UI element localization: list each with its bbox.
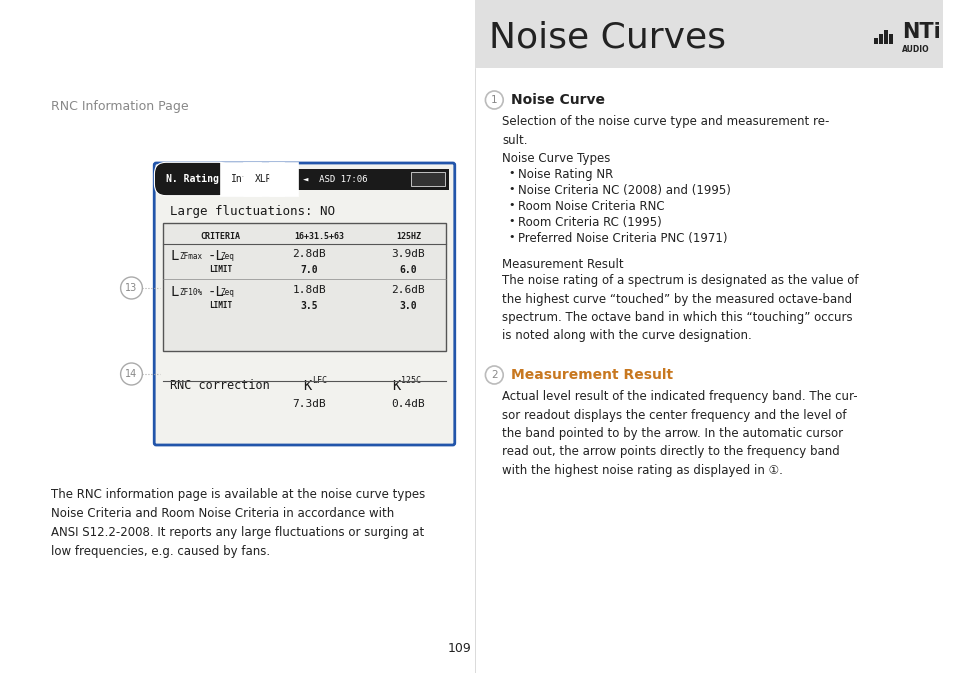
Text: 2: 2 (491, 370, 497, 380)
Text: 2.8dB: 2.8dB (293, 249, 326, 259)
Text: 109: 109 (447, 642, 471, 655)
Text: K: K (303, 379, 312, 393)
Text: 14: 14 (125, 369, 137, 379)
Text: •: • (508, 216, 514, 226)
Text: •: • (508, 200, 514, 210)
Text: K: K (392, 379, 400, 393)
Text: Selection of the noise curve type and measurement re-
sult.: Selection of the noise curve type and me… (501, 115, 829, 147)
Text: The noise rating of a spectrum is designated as the value of
the highest curve “: The noise rating of a spectrum is design… (501, 274, 858, 343)
Text: Measurement Result: Measurement Result (501, 258, 623, 271)
Text: 1.8dB: 1.8dB (293, 285, 326, 295)
Text: NTi: NTi (901, 22, 940, 42)
Text: Room Noise Criteria RNC: Room Noise Criteria RNC (517, 200, 664, 213)
Text: 0.4dB: 0.4dB (391, 399, 425, 409)
Text: Large fluctuations: NO: Large fluctuations: NO (170, 205, 335, 218)
Text: LIMIT: LIMIT (209, 265, 232, 274)
Text: N. Rating: N. Rating (166, 174, 219, 184)
Text: 3.9dB: 3.9dB (391, 249, 425, 259)
Text: •: • (508, 184, 514, 194)
Text: 6.0: 6.0 (399, 265, 416, 275)
Text: RNC Information Page: RNC Information Page (51, 100, 189, 113)
FancyBboxPatch shape (154, 163, 455, 445)
Text: XLR: XLR (254, 174, 273, 184)
Text: 2.6dB: 2.6dB (391, 285, 425, 295)
Text: Preferred Noise Criteria PNC (1971): Preferred Noise Criteria PNC (1971) (517, 232, 727, 245)
Text: Zeq: Zeq (220, 288, 234, 297)
Text: L: L (170, 285, 178, 299)
Text: ZFmax: ZFmax (179, 252, 202, 261)
Text: 7.3dB: 7.3dB (293, 399, 326, 409)
Bar (474, 0, 943, 68)
Text: Noise Criteria NC (2008) and (1995): Noise Criteria NC (2008) and (1995) (517, 184, 730, 197)
Text: Zeq: Zeq (220, 252, 234, 261)
Circle shape (120, 277, 142, 299)
Text: ZF10%: ZF10% (179, 288, 202, 297)
Text: □: □ (280, 174, 286, 184)
Text: 7.0: 7.0 (300, 265, 318, 275)
Text: AUDIO: AUDIO (901, 46, 928, 55)
Text: 125C: 125C (401, 376, 421, 385)
Text: ◄  ASD 17:06: ◄ ASD 17:06 (302, 174, 367, 184)
Bar (411, 172, 444, 186)
Text: Noise Rating NR: Noise Rating NR (517, 168, 613, 181)
Bar (160, 169, 448, 190)
Text: L: L (170, 249, 178, 263)
Bar (163, 223, 445, 351)
Circle shape (485, 366, 502, 384)
Text: 3.5: 3.5 (300, 301, 318, 311)
Circle shape (485, 91, 502, 109)
Text: Noise Curve: Noise Curve (511, 93, 604, 107)
Bar (882, 30, 887, 44)
Text: 1: 1 (491, 95, 497, 105)
Text: •: • (508, 168, 514, 178)
Text: Noise Curves: Noise Curves (489, 21, 725, 55)
Text: Room Criteria RC (1995): Room Criteria RC (1995) (517, 216, 661, 229)
Circle shape (120, 363, 142, 385)
Bar (873, 38, 877, 44)
Bar (878, 34, 882, 44)
Text: Measurement Result: Measurement Result (511, 368, 673, 382)
Bar (888, 34, 892, 44)
Text: •: • (508, 232, 514, 242)
Text: 3.0: 3.0 (399, 301, 416, 311)
Text: Inf: Inf (231, 174, 249, 184)
Text: CRITERIA: CRITERIA (200, 232, 240, 241)
Text: 13: 13 (125, 283, 137, 293)
Text: 125HZ: 125HZ (395, 232, 420, 241)
Text: Noise Curve Types: Noise Curve Types (501, 152, 610, 165)
Text: LFC: LFC (312, 376, 327, 385)
Text: LIMIT: LIMIT (209, 301, 232, 310)
Text: RNC correction: RNC correction (170, 379, 270, 392)
Text: Actual level result of the indicated frequency band. The cur-
sor readout displa: Actual level result of the indicated fre… (501, 390, 857, 477)
Text: -L: -L (208, 285, 224, 299)
Text: The RNC information page is available at the noise curve types
Noise Criteria an: The RNC information page is available at… (51, 488, 425, 558)
Text: 16+31.5+63: 16+31.5+63 (294, 232, 344, 241)
Text: -L: -L (208, 249, 224, 263)
